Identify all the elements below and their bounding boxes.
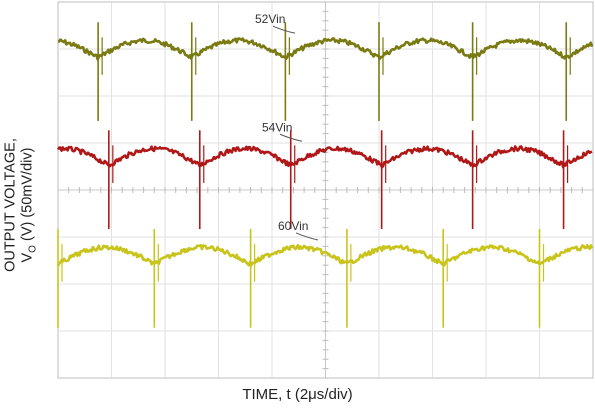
trace-60vin (56, 229, 594, 328)
grid (57, 1, 594, 379)
trace-labels: 52Vin 54Vin 60Vin (255, 12, 319, 241)
trace-label-leader (272, 25, 296, 34)
y-axis-label: OUTPUT VOLTAGE, VO (V) (50mV/div) (0, 0, 46, 380)
trace-line (57, 37, 594, 61)
trace-label-leader (279, 133, 303, 142)
trace-label-60vin: 60Vin (278, 219, 308, 233)
trace-label-52vin: 52Vin (255, 12, 285, 26)
trace-label-54vin: 54Vin (262, 120, 292, 134)
trace-54vin (56, 130, 593, 230)
traces (56, 22, 594, 328)
trace-label-leader (295, 232, 319, 241)
trace-line (56, 243, 594, 267)
trace-line (56, 145, 593, 169)
x-axis-label: TIME, t (2μs/div) (242, 386, 353, 403)
y-axis-label-line1: OUTPUT VOLTAGE, (2, 138, 19, 272)
trace-52vin (57, 22, 594, 121)
y-axis-label-line2: VO (V) (50mV/div) (19, 147, 39, 263)
